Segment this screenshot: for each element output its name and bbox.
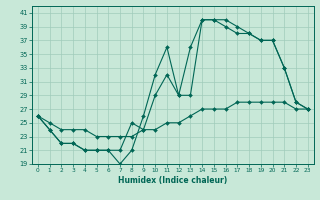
X-axis label: Humidex (Indice chaleur): Humidex (Indice chaleur) — [118, 176, 228, 185]
